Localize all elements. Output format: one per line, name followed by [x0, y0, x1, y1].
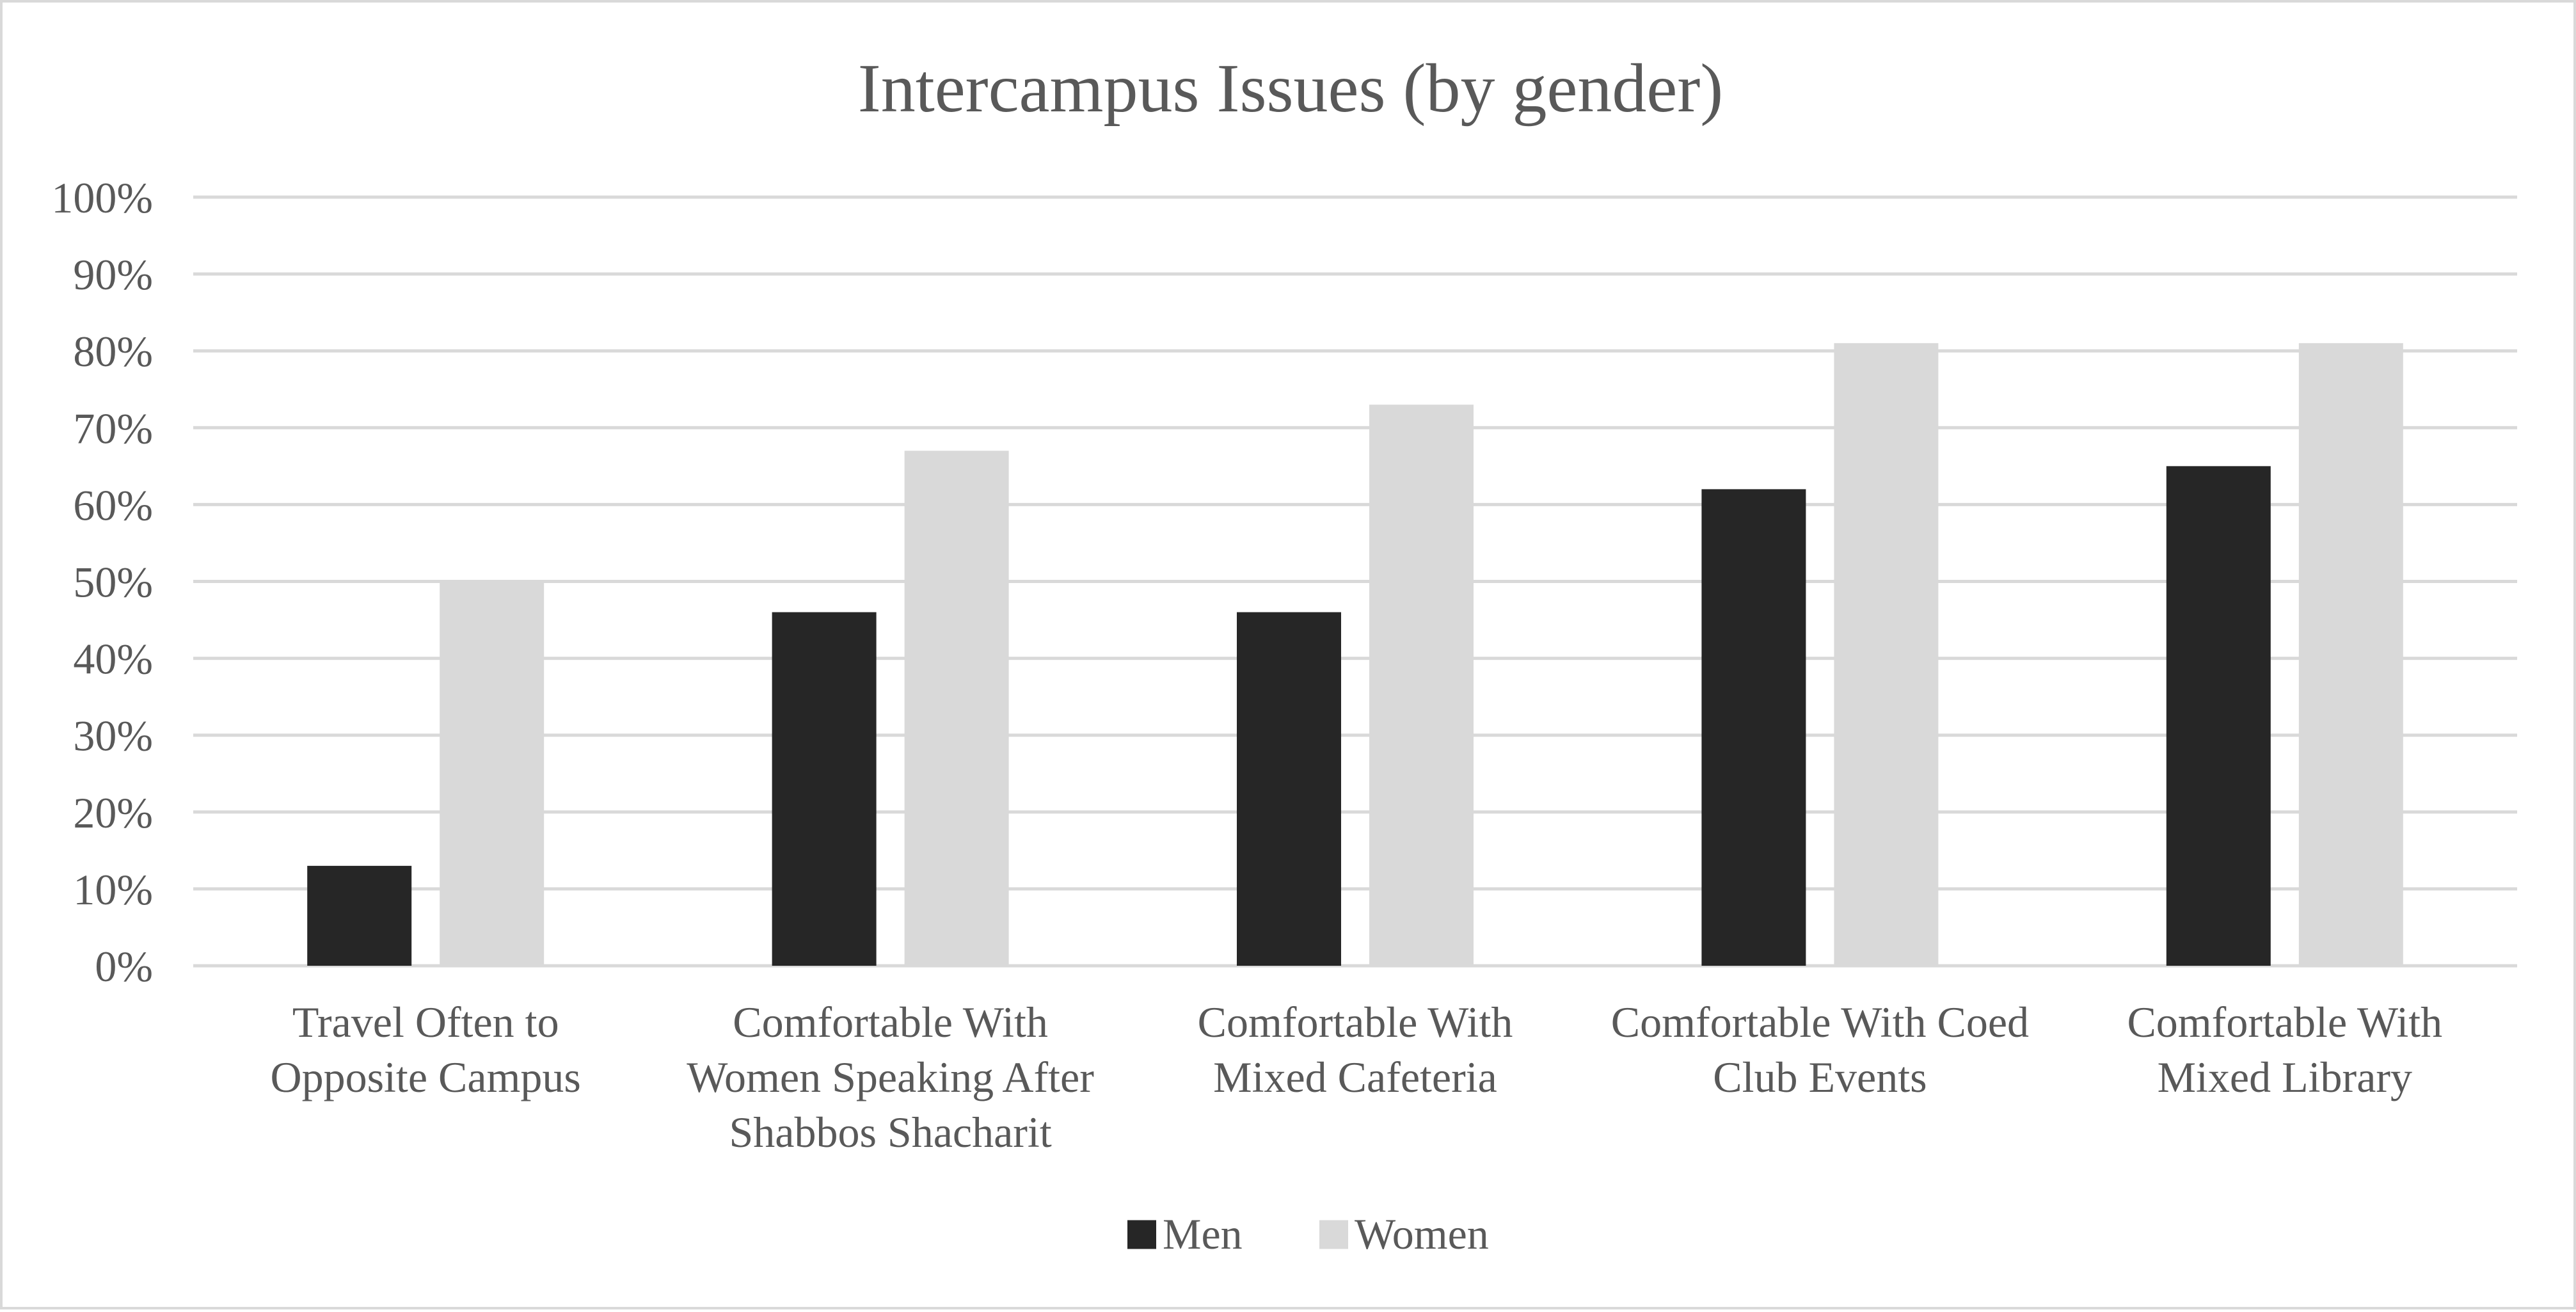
bar-women: [904, 451, 1009, 966]
y-tick-label: 50%: [73, 558, 153, 607]
bar-men: [307, 865, 412, 966]
x-category-label: Travel Often to Opposite Campus: [270, 998, 580, 1101]
bar-men: [772, 612, 877, 966]
y-tick-label: 20%: [73, 788, 153, 837]
y-tick-label: 30%: [73, 712, 153, 760]
y-axis-tick-labels: 0% 10% 20% 30% 40% 50% 60% 70% 80% 90% 100%: [51, 173, 153, 991]
bars: [307, 343, 2403, 966]
gridlines: [193, 195, 2517, 968]
y-tick-label: 80%: [73, 327, 153, 376]
bar-women: [1369, 404, 1474, 966]
bar-men: [1237, 612, 1341, 966]
y-tick-label: 90%: [73, 250, 153, 299]
legend-item-women: Women: [1319, 1210, 1489, 1258]
x-category-label: Comfortable With Coed Club Events: [1611, 998, 2029, 1101]
y-tick-label: 10%: [73, 865, 153, 914]
bar-men: [2166, 466, 2271, 966]
legend-label: Men: [1163, 1210, 1243, 1258]
bar-chart: Intercampus Issues (by gender) 0% 10% 20% 3…: [51, 51, 2517, 1258]
y-tick-label: 100%: [51, 173, 153, 222]
y-tick-label: 40%: [73, 635, 153, 684]
legend: Men Women: [1127, 1210, 1489, 1258]
x-axis-category-labels: Travel Often to Opposite Campus Comfortabl…: [270, 998, 2442, 1156]
x-category-label: Comfortable With Mixed Library: [2127, 998, 2442, 1101]
bar-women: [2298, 343, 2403, 966]
x-category-label: Comfortable With Women Speaking After Shab…: [687, 998, 1094, 1156]
chart-title: Intercampus Issues (by gender): [858, 51, 1724, 127]
bar-women: [1834, 343, 1939, 966]
y-tick-label: 0%: [95, 942, 153, 991]
legend-label: Women: [1355, 1210, 1489, 1258]
y-tick-label: 70%: [73, 404, 153, 452]
legend-swatch: [1319, 1220, 1348, 1249]
bar-men: [1701, 489, 1806, 966]
x-category-label: Comfortable With Mixed Cafeteria: [1198, 998, 1513, 1101]
bar-women: [440, 581, 545, 966]
y-tick-label: 60%: [73, 481, 153, 529]
legend-swatch: [1127, 1220, 1156, 1249]
legend-item-men: Men: [1127, 1210, 1243, 1258]
